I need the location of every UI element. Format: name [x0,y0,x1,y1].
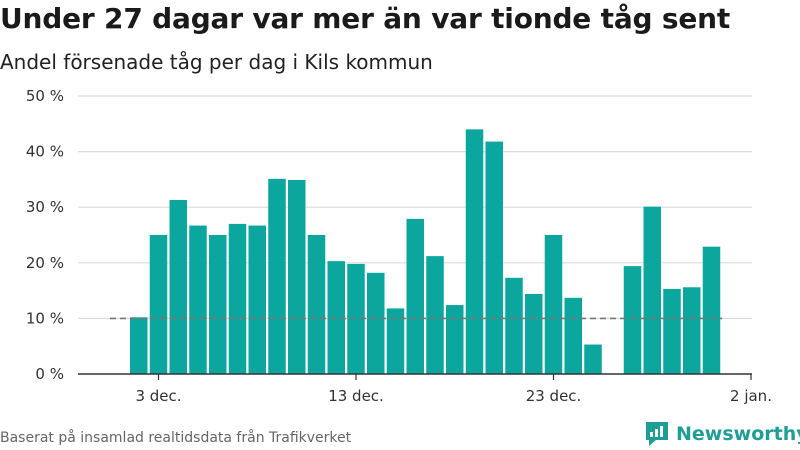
bar [268,178,286,374]
brand-name: Newsworthy [676,423,800,445]
x-tick-label: 13 dec. [328,387,384,405]
bar [683,287,701,374]
source-note: Baserat på insamlad realtidsdata från Tr… [0,430,352,446]
bar [544,235,563,374]
bar [485,141,503,374]
y-tick-label: 30 % [26,198,64,216]
bar [307,235,326,374]
bar [702,246,721,374]
y-tick-label: 10 % [26,309,64,327]
bar [149,235,168,374]
bar [643,206,661,374]
chart-title: Under 27 dagar var mer än var tionde tåg… [0,2,731,35]
bar [327,261,345,374]
chart-subtitle: Andel försenade tåg per dag i Kils kommu… [0,50,433,74]
bar [209,235,227,374]
bar [248,225,266,374]
x-tick-label: 3 dec. [135,387,181,405]
bar [525,293,543,374]
bar [189,225,207,374]
brand-logo: Newsworthy [644,420,800,448]
y-tick-label: 20 % [26,254,64,272]
bar [623,266,642,374]
bars [130,129,721,374]
bar [228,223,247,374]
bar [505,277,523,374]
bar [367,272,385,374]
newsworthy-logo-icon [646,422,668,446]
bar [465,129,484,374]
y-tick-label: 0 % [35,365,64,383]
x-tick-label: 23 dec. [526,387,582,405]
bar [564,297,582,374]
y-tick-label: 40 % [26,143,64,161]
bar [426,256,444,374]
bar [584,344,602,374]
x-tick-label: 2 jan. [730,387,772,405]
bar [446,305,464,374]
y-tick-label: 50 % [26,87,64,105]
bar [288,179,306,374]
bar-chart: 0 % 10 % 20 % 30 % 40 % 50 % 3 dec. 13 dec. 23 d… [26,87,772,405]
bar [663,288,681,374]
bar [386,308,405,374]
bar [406,218,424,374]
bar [169,199,187,374]
bar [130,317,148,374]
axes: 0 % 10 % 20 % 30 % 40 % 50 % 3 dec. 13 dec. 23 d… [26,87,772,405]
